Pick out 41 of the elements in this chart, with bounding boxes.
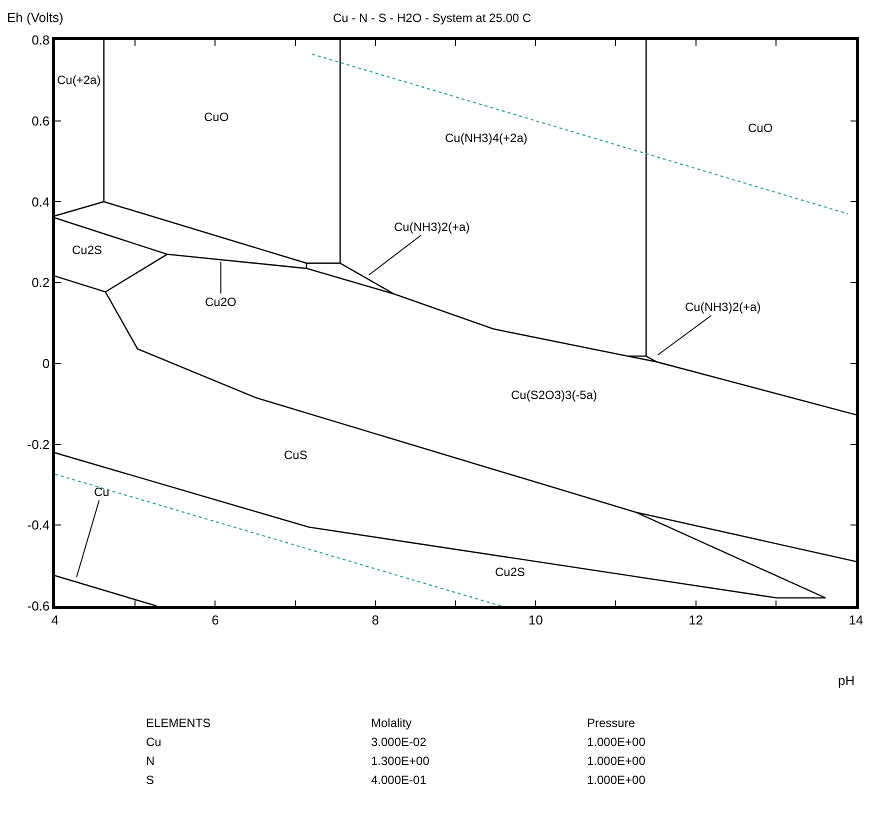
annotation: CuO [748, 121, 773, 135]
y-tick-label: -0.6 [27, 598, 50, 614]
y-tick-label: -0.4 [27, 518, 50, 533]
text: 1.000E+00 [587, 773, 646, 787]
x-axis-title: pH [838, 673, 855, 688]
y-axis-title: Eh (Volts) [7, 10, 64, 25]
annotation: Cu [94, 485, 110, 499]
annotation: Cu(+2a) [57, 73, 101, 87]
x-tick-label: 8 [372, 612, 380, 628]
annotation: Cu(NH3)2(+a) [394, 220, 470, 234]
annotation: CuO [204, 110, 229, 124]
y-tick-label: 0 [42, 356, 50, 371]
text: Pressure [587, 716, 636, 730]
annotation: Cu(NH3)4(+2a) [445, 131, 528, 145]
annotation: Cu2S [495, 565, 526, 579]
x-tick-label: 10 [528, 612, 543, 628]
text: ELEMENTS [146, 716, 211, 730]
x-tick-label: 6 [212, 612, 219, 628]
text: 3.000E-02 [371, 735, 427, 749]
y-tick-label: 0.2 [32, 275, 50, 290]
y-tick-label: 0.4 [32, 194, 50, 210]
y-tick-label: 0.6 [32, 113, 50, 128]
x-tick-label: 14 [848, 612, 864, 628]
chart-title: Cu - N - S - H2O - System at 25.00 C [333, 11, 532, 25]
y-tick-label: 0.8 [32, 32, 50, 48]
text: 1.300E+00 [371, 754, 430, 768]
annotation: Cu2S [72, 243, 102, 257]
annotation: Cu(NH3)2(+a) [685, 300, 761, 314]
text: Cu [146, 735, 162, 749]
annotation: Cu(S2O3)3(-5a) [511, 388, 598, 402]
x-tick-label: 4 [51, 612, 59, 628]
x-tick-label: 12 [688, 612, 704, 628]
y-tick-label: -0.2 [27, 436, 50, 452]
text: 4.000E-01 [371, 773, 427, 787]
text: 1.000E+00 [587, 735, 646, 749]
text: Molality [371, 716, 412, 730]
text: S [146, 773, 154, 787]
text: N [146, 754, 155, 768]
annotation: Cu2O [205, 295, 236, 309]
text: 1.000E+00 [587, 754, 646, 768]
annotation: CuS [284, 448, 308, 462]
